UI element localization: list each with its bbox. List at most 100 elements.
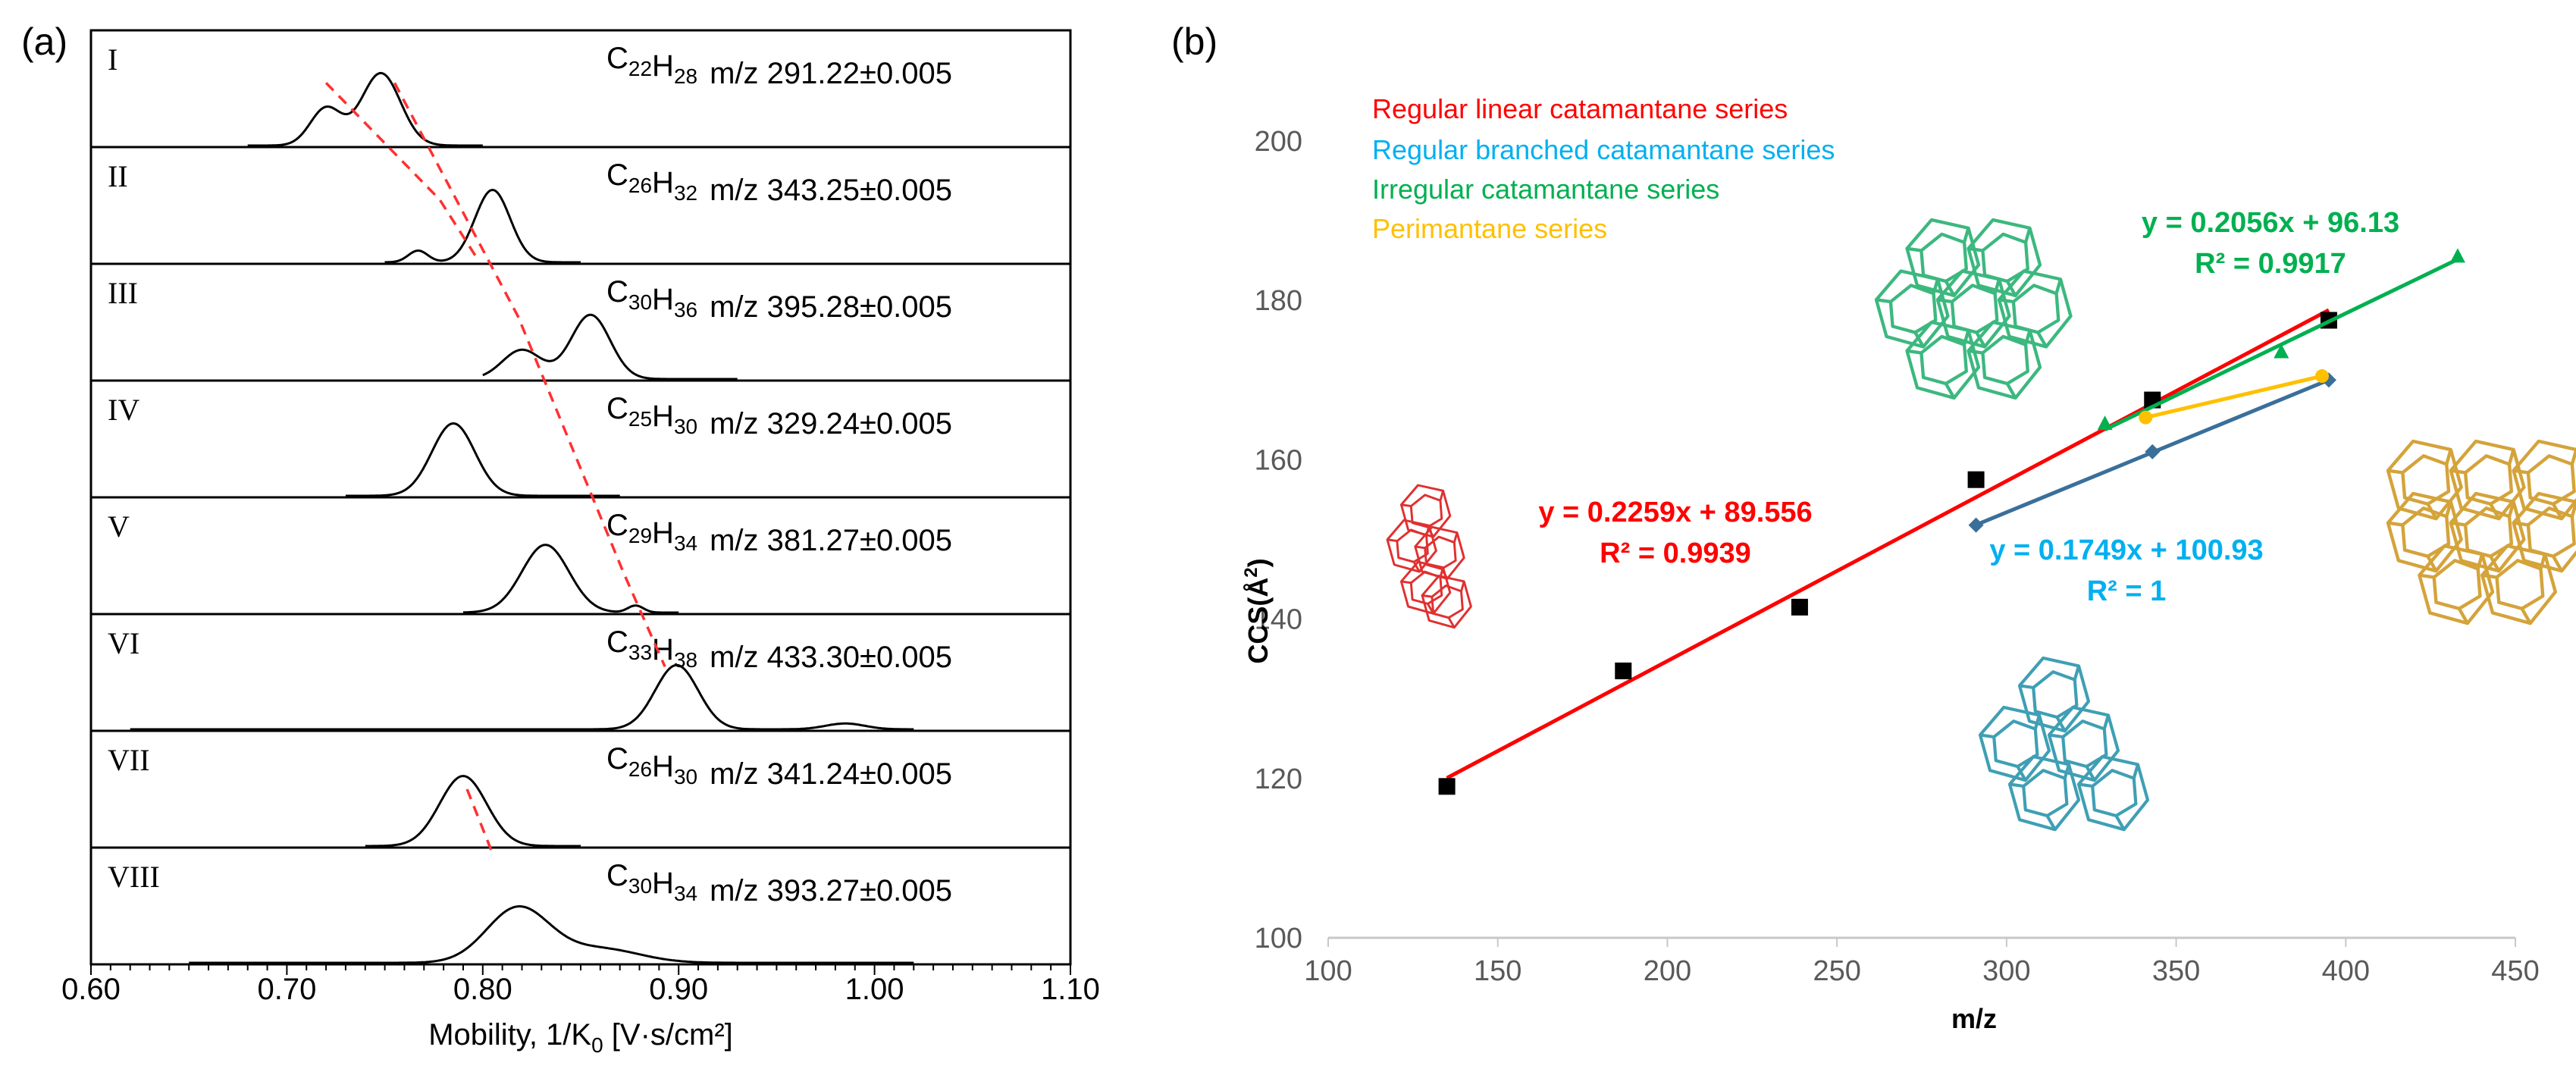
panel-b-y-tick-label: 140 [1255,604,1302,636]
panel-a: (a) I C22H28 m/z 291.22±0.005 II C26H32 m/z 3… [21,20,1100,1057]
trace-label: III [108,276,138,310]
data-point [2139,410,2153,425]
trace-formula: C22H28 m/z 291.22±0.005 [606,42,952,90]
trace-label: IV [108,393,139,427]
data-point [2274,343,2289,359]
panel-a-x-tick-label: 0.90 [649,973,708,1006]
fit-line [1446,308,2330,780]
mobility-trace [365,775,581,848]
cage-cell [1978,705,2051,782]
panel-b-plot [1438,248,2465,795]
data-point [1967,471,1985,488]
data-point [1791,598,1808,616]
trend-dashed-line [393,82,666,668]
cage-cell [1399,560,1452,615]
trend-dashed-line [465,788,494,854]
data-point [2097,415,2113,431]
cage-cell [1905,218,1981,298]
data-point [2314,369,2329,384]
panel-b-label: (b) [1171,20,1217,63]
legend-branched: Regular branched catamantane series [1372,134,1835,165]
mobility-trace [463,544,679,614]
panel-a-traces: I C22H28 m/z 291.22±0.005 II C26H32 m/z 343.2… [91,42,1070,964]
cage-cell [1386,519,1437,573]
trace-label: II [108,159,128,193]
panel-b-legend: Regular linear catamantane series Regula… [1372,93,1835,244]
data-point [1438,778,1456,795]
irregular-fit-equation: y = 0.2056x + 96.13 [2142,207,2399,239]
legend-linear: Regular linear catamantane series [1372,93,1788,124]
panel-a-x-axis-title: Mobility, 1/K0 [V·s/cm²] [428,1018,733,1057]
cage-cell [2076,754,2150,832]
mobility-trace [482,313,738,381]
mobility-trace [247,71,483,147]
branched-fit-r2: R² = 1 [2087,575,2167,607]
perimantane-structure [2386,439,2576,625]
cage-cell [2449,439,2526,521]
panel-b-x-tick-label: 250 [1813,955,1860,987]
panel-a-x-tick-label: 1.00 [845,973,904,1006]
cage-cell [1966,218,2042,298]
cage-cell [2047,705,2120,782]
trace-formula: C26H30 m/z 341.24±0.005 [606,742,952,791]
trace-label: I [108,42,118,77]
panel-b-axes: 100 150 200 250 300 350 400 450 100 120 140 160 180 2… [1255,126,2540,987]
panel-a-x-axis: 0.60 0.70 0.80 0.90 1.00 1.10 [61,964,1100,1006]
linear-catamantane-structure [1386,484,1472,629]
panel-b-x-tick-label: 100 [1304,955,1352,987]
irregular-fit-r2: R² = 0.9917 [2195,248,2346,280]
cage-cell [2449,491,2526,573]
panel-b-x-tick-label: 150 [1474,955,1521,987]
panel-b-y-tick-label: 120 [1255,763,1302,795]
linear-fit-r2: R² = 0.9939 [1600,538,1751,569]
panel-b-x-tick-label: 400 [2322,955,2370,987]
panel-a-label: (a) [21,20,67,63]
legend-perimantane: Perimantane series [1372,213,1607,244]
panel-b-x-tick-label: 200 [1644,955,1691,987]
cage-cell [1421,575,1472,629]
panel-b-x-tick-label: 450 [2491,955,2539,987]
cage-cell [1966,320,2042,400]
data-point [1615,662,1632,679]
trace-label: VI [108,626,139,660]
cage-cell [1997,269,2073,349]
cage-cell [2512,491,2576,573]
trace-label: V [108,509,130,544]
mobility-trace [384,188,581,264]
cage-cell [1399,484,1452,538]
trend-dashed-line [324,82,478,259]
linear-fit-equation: y = 0.2259x + 89.556 [1538,497,1812,528]
cage-cell [1874,269,1950,349]
panel-b: (b) 100 150 200 250 300 350 400 450 100 120 140 160… [1171,20,2576,1034]
cage-cell [2512,439,2576,521]
panel-b-y-tick-label: 180 [1255,285,1302,317]
trace-formula: C25H30 m/z 329.24±0.005 [606,392,952,440]
data-point [1968,517,1984,533]
cage-cell [2386,491,2463,573]
branched-fit-equation: y = 0.1749x + 100.93 [1989,534,2263,566]
cage-cell [2386,439,2463,521]
fit-line [2145,374,2323,420]
cage-cell [2017,656,2091,733]
data-point [2449,248,2465,263]
trace-formula: C26H32 m/z 343.25±0.005 [606,158,952,207]
panel-a-x-tick-label: 0.60 [61,973,121,1006]
panel-b-x-tick-label: 300 [1982,955,2030,987]
panel-b-y-tick-label: 160 [1255,444,1302,476]
cage-cell [2418,544,2495,625]
panel-b-x-tick-label: 350 [2152,955,2200,987]
panel-a-x-tick-label: 1.10 [1041,973,1100,1006]
branched-catamantane-structure [1978,656,2150,832]
cage-cell [2007,754,2081,832]
panel-a-x-tick-label: 0.70 [257,973,316,1006]
panel-b-y-tick-label: 200 [1255,126,1302,158]
panel-b-y-tick-label: 100 [1255,923,1302,954]
cage-cell [2480,544,2558,625]
mobility-trace [130,663,914,731]
panel-b-x-axis-title: m/z [1951,1003,1997,1034]
legend-irregular: Irregular catamantane series [1372,174,1719,205]
data-point [2145,444,2161,459]
trace-formula: C33H38 m/z 433.30±0.005 [606,625,952,674]
cage-cell [1935,269,2011,349]
